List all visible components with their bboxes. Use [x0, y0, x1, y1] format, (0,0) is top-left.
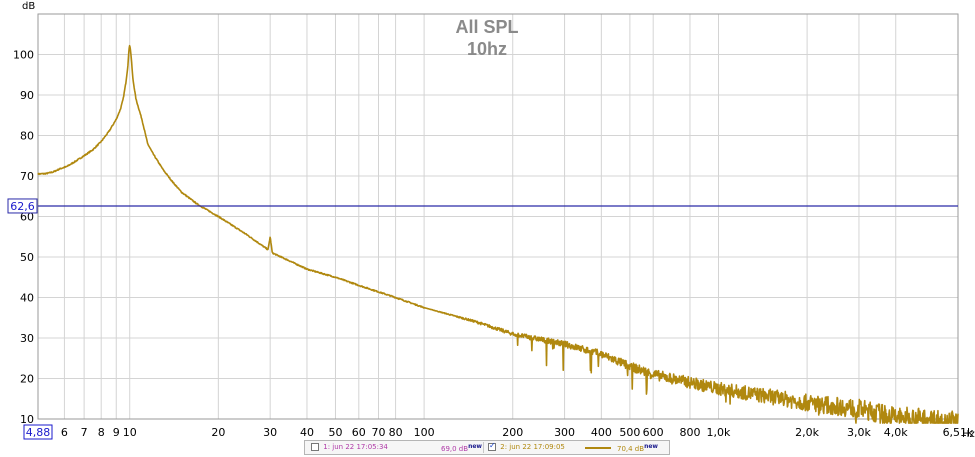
- chart-title: All SPL: [455, 17, 518, 37]
- x-tick-label: 400: [591, 426, 612, 439]
- x-tick-label: 3,0k: [847, 426, 871, 439]
- legend-label-2: 2: jun 22 17:09:05: [500, 443, 565, 451]
- x-tick-label: 10: [123, 426, 137, 439]
- x-tick-label: 30: [263, 426, 277, 439]
- legend-item-1[interactable]: 1: jun 22 17:05:34: [311, 443, 388, 451]
- x-tick-label: 60: [352, 426, 366, 439]
- y-tick-label: 70: [20, 170, 34, 183]
- legend-swatch-2: [585, 447, 611, 449]
- y-tick-label: 60: [20, 211, 34, 224]
- plot-border: [37, 13, 959, 420]
- x-tick-label: 800: [679, 426, 700, 439]
- x-tick-label: 7: [81, 426, 88, 439]
- grid-lines: [38, 14, 959, 420]
- y-tick-label: 90: [20, 89, 34, 102]
- x-tick-label: 80: [389, 426, 403, 439]
- legend-checkbox-2[interactable]: [488, 441, 496, 451]
- x-start-layer: 4,88: [23, 424, 53, 440]
- legend-badge-2: new: [644, 443, 658, 450]
- x-tick-label: 6: [61, 426, 68, 439]
- x-tick-label: 200: [502, 426, 523, 439]
- y-tick-label: 40: [20, 292, 34, 305]
- series-layer: [37, 44, 959, 424]
- legend-label-1: 1: jun 22 17:05:34: [323, 443, 388, 451]
- cursor-layer[interactable]: 62,6: [7, 198, 958, 214]
- chart-subtitle: 10hz: [467, 39, 507, 59]
- y-axis-unit: dB: [22, 1, 35, 12]
- y-tick-label: 20: [20, 373, 34, 386]
- x-start-box: [23, 424, 53, 440]
- x-tick-label: 50: [328, 426, 342, 439]
- x-tick-label: 500: [619, 426, 640, 439]
- x-tick-label: 6,51k: [943, 426, 974, 439]
- x-tick-label: 2,0k: [795, 426, 819, 439]
- x-tick-label: 100: [414, 426, 435, 439]
- legend-item-2[interactable]: 2: jun 22 17:09:05: [488, 441, 565, 451]
- y-tick-label: 50: [20, 251, 34, 264]
- x-tick-label: 8: [98, 426, 105, 439]
- x-tick-label: 40: [300, 426, 314, 439]
- y-tick-label: 100: [13, 49, 34, 62]
- y-tick-label: 30: [20, 332, 34, 345]
- legend-value-1: 69,0 dB: [441, 445, 469, 453]
- legend-checkbox-1[interactable]: [311, 443, 319, 451]
- legend-separator: [483, 442, 484, 453]
- x-tick-label: 9: [113, 426, 120, 439]
- cursor-label-box: [7, 198, 38, 214]
- x-tick-label: 600: [643, 426, 664, 439]
- x-tick-label: 4,0k: [884, 426, 908, 439]
- series-line: [37, 44, 959, 424]
- x-tick-label: 20: [211, 426, 225, 439]
- y-tick-label: 10: [20, 413, 34, 426]
- legend-badge-1: new: [468, 443, 482, 450]
- x-axis-unit: Hz: [962, 429, 975, 440]
- legend-value-2: 70,4 dB: [617, 445, 645, 453]
- x-tick-label: 300: [554, 426, 575, 439]
- cursor-label: 62,6: [10, 200, 35, 213]
- x-tick-label: 1,0k: [707, 426, 731, 439]
- y-tick-label: 80: [20, 130, 34, 143]
- x-tick-label: 70: [372, 426, 386, 439]
- x-start-label: 4,88: [26, 426, 51, 439]
- legend-value-1-wrap: 69,0 dBnew: [441, 443, 482, 453]
- legend: 1: jun 22 17:05:34 69,0 dBnew 2: jun 22 …: [304, 440, 670, 455]
- legend-value-2-wrap: 70,4 dBnew: [617, 443, 658, 453]
